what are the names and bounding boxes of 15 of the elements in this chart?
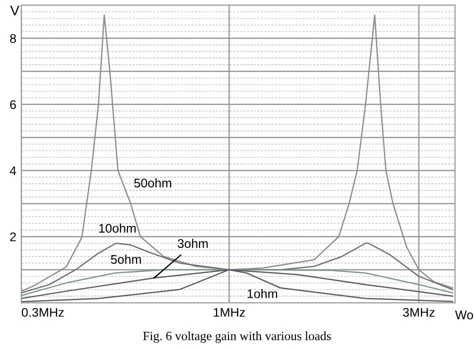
annotation: 50ohm: [134, 178, 172, 188]
y-tick-label: 6: [10, 100, 16, 110]
y-axis-title: V: [10, 6, 20, 16]
x-tick-label: 3MHz: [402, 308, 435, 317]
y-tick-label: 2: [10, 232, 16, 242]
annotation: 1ohm: [248, 289, 278, 298]
annotation: 10ohm: [99, 224, 136, 233]
x-tick-label: 1MHz: [214, 308, 245, 317]
x-axis-title: Wo: [455, 310, 474, 320]
y-tick-label: 8: [10, 34, 16, 43]
annotation: 5ohm: [110, 254, 141, 264]
caption: Fig. 6 voltage gain with various loads: [143, 331, 331, 343]
x-tick-label: 0.3MHz: [22, 308, 64, 317]
annotation: 3ohm: [178, 238, 208, 248]
y-tick-label: 4: [10, 166, 16, 176]
